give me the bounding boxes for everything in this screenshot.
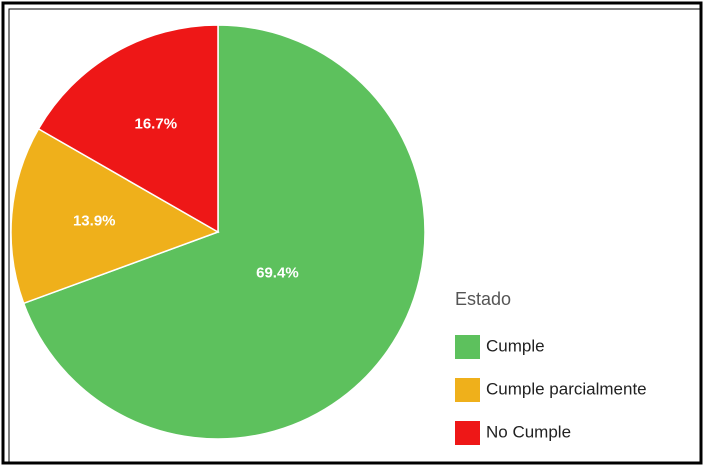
legend-label: No Cumple (486, 422, 571, 441)
legend-swatch (455, 421, 480, 445)
legend-label: Cumple parcialmente (486, 379, 647, 398)
data-label: 13.9% (73, 212, 116, 229)
pie-slice (10, 127, 220, 305)
legend-swatch (455, 335, 480, 359)
data-label: 16.7% (135, 115, 178, 132)
pie-slice (37, 24, 219, 234)
inner-frame (8, 8, 702, 464)
pie-slice (22, 24, 426, 440)
legend-title: Estado (455, 289, 511, 309)
legend-swatch (455, 378, 480, 402)
legend-label: Cumple (486, 336, 545, 355)
data-label: 69.4% (256, 264, 299, 281)
